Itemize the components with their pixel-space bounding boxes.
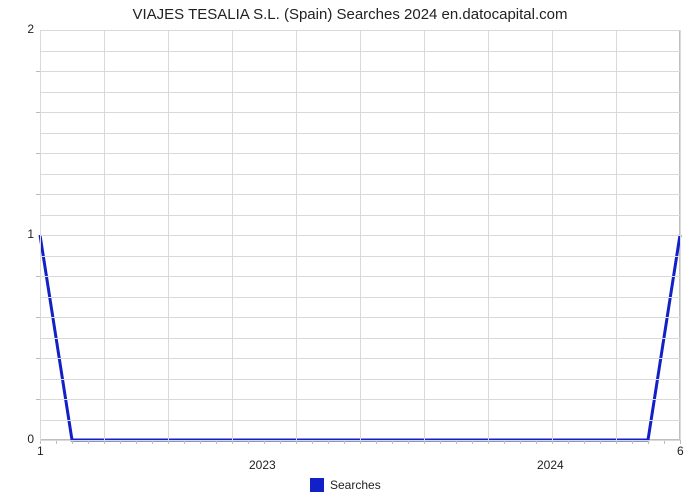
x-top-tick-label: 1: [37, 444, 44, 458]
legend-label: Searches: [330, 478, 381, 492]
legend: Searches: [310, 478, 381, 492]
y-tick-label: 0: [6, 432, 34, 446]
legend-swatch: [310, 478, 324, 492]
y-tick-label: 2: [6, 22, 34, 36]
series-line: [0, 0, 700, 500]
x-top-tick-label: 6: [677, 444, 684, 458]
y-tick-label: 1: [6, 227, 34, 241]
x-tick-label: 2023: [249, 458, 276, 472]
chart-container: VIAJES TESALIA S.L. (Spain) Searches 202…: [0, 0, 700, 500]
x-tick-label: 2024: [537, 458, 564, 472]
